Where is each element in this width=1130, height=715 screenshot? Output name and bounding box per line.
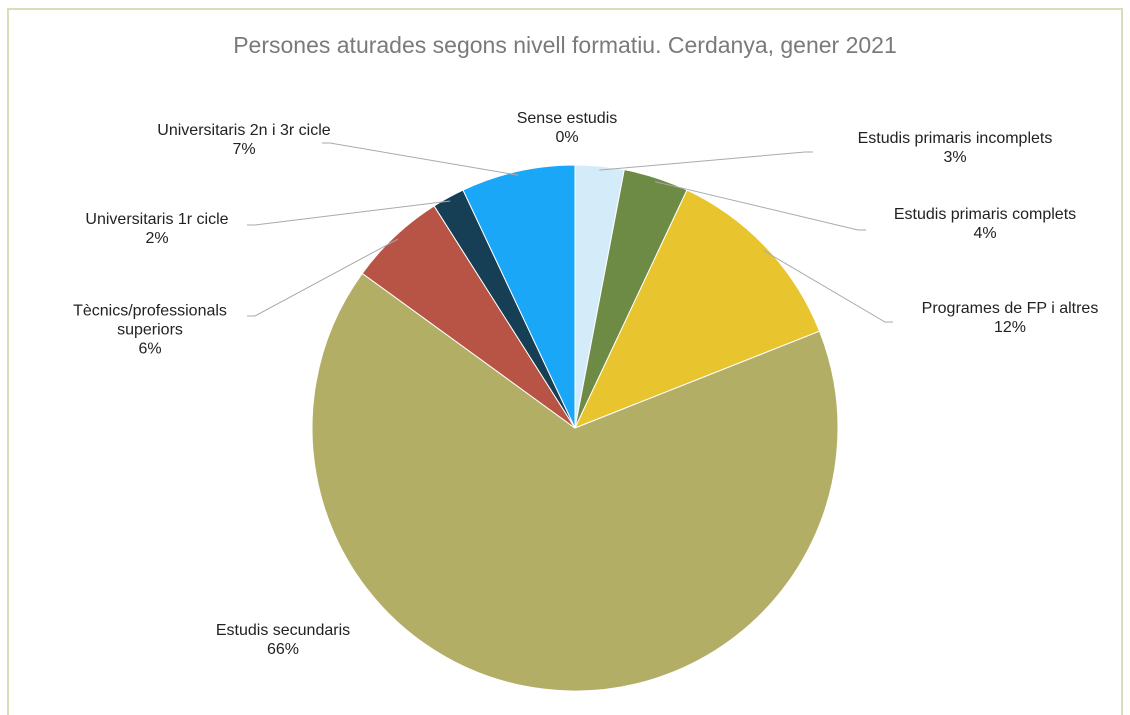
data-label: Tècnics/professionals superiors 6% [50,302,250,359]
leader-line [322,142,519,176]
leader-line [763,250,893,323]
data-label: Estudis secundaris 66% [183,621,383,659]
chart-title: Persones aturades segons nivell formatiu… [233,32,897,58]
leader-line [599,151,813,171]
data-label: Universitaris 2n i 3r cicle 7% [114,121,374,159]
data-label: Estudis primaris complets 4% [855,205,1115,243]
value-label: 3% [943,149,967,166]
data-label: Universitaris 1r cicle 2% [47,210,267,248]
data-label: Estudis primaris incomplets 3% [805,129,1105,167]
category-label: Programes de FP i altres [921,300,1099,317]
category-label: Estudis secundaris [215,622,351,639]
leader-line [654,181,866,231]
pie-slice [462,164,576,429]
data-label: Sense estudis 0% [467,109,667,147]
category-label: Estudis primaris incomplets [857,130,1053,147]
value-label: 12% [993,319,1027,336]
value-label: 4% [973,225,997,242]
value-label: 66% [266,641,300,658]
leader-line [247,238,398,317]
category-label: Universitaris 1r cicle [85,211,229,228]
pie-slice [311,272,839,692]
value-label: 6% [138,340,162,358]
category-label: Estudis primaris complets [893,206,1077,223]
category-label: Sense estudis [516,110,618,127]
value-label: 2% [145,230,169,247]
category-label: Tècnics/professionals superiors [73,302,227,339]
category-label: Universitaris 2n i 3r cicle [157,122,331,139]
leader-line [247,200,451,226]
value-label: 7% [232,141,256,158]
value-label: 0% [555,129,579,146]
pie-slice [574,189,821,429]
frame [7,8,1123,715]
data-label: Programes de FP i altres 12% [890,299,1130,337]
